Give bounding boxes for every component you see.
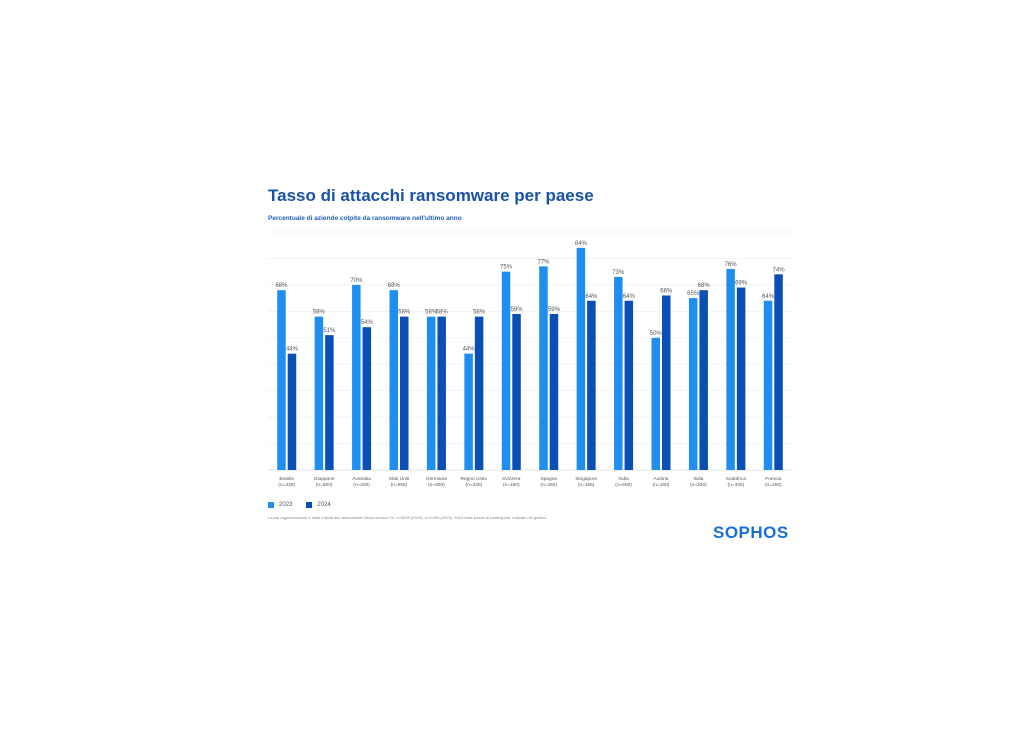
legend-item-2024: 2024 (306, 502, 331, 508)
value-label-2023-1: 58% (313, 310, 326, 316)
x-tick-label-4: Germania (426, 476, 447, 482)
value-label-2023-13: 64% (762, 294, 775, 300)
bar-2023-1 (314, 316, 324, 470)
value-label-2023-5: 44% (463, 347, 476, 353)
legend-swatch-2024 (306, 502, 313, 508)
value-label-2023-3: 68% (388, 283, 401, 289)
x-tick-sample-10: (n=160) (653, 482, 670, 488)
bar-2023-7 (539, 266, 548, 470)
x-tick-label-2: Australia (352, 476, 371, 482)
value-label-2024-8: 64% (585, 294, 598, 300)
bar-2024-8 (587, 300, 596, 470)
legend-swatch-2023 (268, 502, 274, 508)
bar-2023-11 (688, 298, 698, 470)
bar-2023-12 (726, 269, 735, 470)
value-label-2024-9: 64% (623, 294, 636, 300)
value-label-2023-2: 70% (350, 278, 363, 284)
value-label-2024-7: 59% (548, 307, 561, 313)
x-tick-sample-2: (n=330) (353, 482, 370, 488)
bar-2024-6 (512, 313, 521, 470)
bar-2023-13 (763, 300, 773, 470)
bar-2024-9 (624, 300, 634, 470)
x-tick-label-0: Brasile (279, 476, 294, 482)
x-tick-label-6: Svizzera (502, 476, 521, 482)
x-tick-sample-3: (n=855) (391, 482, 408, 488)
footnote: La tua organizzazione è stata colpita da… (268, 515, 547, 520)
value-label-2024-1: 51% (323, 328, 336, 334)
value-label-2023-10: 50% (650, 331, 663, 337)
x-tick-sample-7: (n=250) (540, 482, 557, 488)
sophos-logo: SOPHOS (713, 523, 789, 542)
x-tick-sample-4: (n=600) (428, 482, 445, 488)
bar-2023-9 (614, 276, 623, 470)
bar-2023-8 (576, 247, 586, 470)
x-tick-label-8: Singapore (575, 476, 597, 482)
x-tick-sample-9: (n=500) (615, 482, 632, 488)
chart-subtitle: Percentuale di aziende colpite da ransom… (268, 215, 462, 222)
value-label-2024-11: 68% (698, 283, 711, 289)
x-tick-label-9: India (618, 476, 629, 482)
x-tick-label-5: Regno Unito (461, 476, 488, 482)
bar-2023-0 (277, 290, 286, 470)
bar-2024-13 (774, 274, 783, 470)
x-tick-sample-12: (n=330) (728, 482, 745, 488)
x-tick-label-10: Austria (654, 476, 669, 482)
value-label-2024-6: 59% (511, 307, 524, 313)
bar-2024-3 (400, 316, 409, 470)
x-tick-label-13: Francia (765, 476, 781, 482)
value-label-2024-4: 58% (436, 310, 449, 316)
value-label-2024-3: 58% (398, 310, 411, 316)
legend-item-2023: 2023 (268, 502, 292, 508)
bar-2024-1 (325, 335, 334, 470)
bar-2023-3 (389, 290, 398, 470)
bar-2024-10 (662, 295, 671, 470)
value-label-2023-8: 84% (575, 241, 588, 247)
value-label-2023-9: 73% (612, 270, 625, 276)
value-label-2024-5: 58% (473, 310, 486, 316)
x-tick-sample-1: (n=500) (316, 482, 333, 488)
x-tick-label-1: Giappone (314, 476, 335, 482)
x-tick-sample-8: (n=165) (578, 482, 595, 488)
x-tick-sample-11: (n=330) (690, 482, 707, 488)
legend-label-2024: 2024 (317, 502, 331, 508)
x-tick-label-3: Stati Uniti (389, 476, 410, 482)
bar-2023-5 (464, 353, 473, 470)
value-label-2023-7: 77% (537, 259, 550, 265)
x-tick-sample-6: (n=160) (503, 482, 520, 488)
bar-2023-6 (501, 271, 511, 470)
bar-2023-4 (426, 316, 436, 470)
value-label-2024-2: 54% (361, 320, 374, 326)
bar-2024-4 (437, 316, 446, 470)
value-label-2024-0: 44% (286, 347, 299, 353)
x-tick-sample-5: (n=330) (466, 482, 483, 488)
bar-2024-12 (736, 287, 746, 470)
chart-title: Tasso di attacchi ransomware per paese (268, 186, 594, 205)
value-label-2023-4: 58% (425, 310, 438, 316)
bar-2024-11 (699, 290, 708, 470)
bar-2024-7 (549, 313, 559, 470)
bar-2024-0 (287, 353, 297, 470)
chart-legend: 2023 2024 (268, 502, 331, 508)
value-label-2023-0: 68% (275, 283, 288, 289)
x-tick-sample-13: (n=250) (765, 482, 782, 488)
value-label-2024-12: 69% (735, 281, 748, 287)
legend-label-2023: 2023 (279, 502, 293, 508)
value-label-2024-10: 66% (660, 288, 673, 294)
value-label-2023-12: 76% (725, 262, 738, 268)
x-tick-label-11: Italia (693, 476, 703, 482)
value-label-2023-6: 75% (500, 265, 513, 271)
bar-2024-2 (362, 327, 372, 470)
x-tick-label-7: Spagna (540, 476, 557, 482)
value-label-2024-13: 74% (773, 267, 786, 273)
bar-2023-10 (651, 337, 660, 470)
value-label-2023-11: 65% (687, 291, 700, 297)
x-tick-label-12: Sudafrica (726, 476, 747, 482)
bar-2024-5 (474, 316, 484, 470)
bar-2023-2 (352, 284, 361, 470)
x-tick-sample-0: (n=330) (278, 482, 295, 488)
